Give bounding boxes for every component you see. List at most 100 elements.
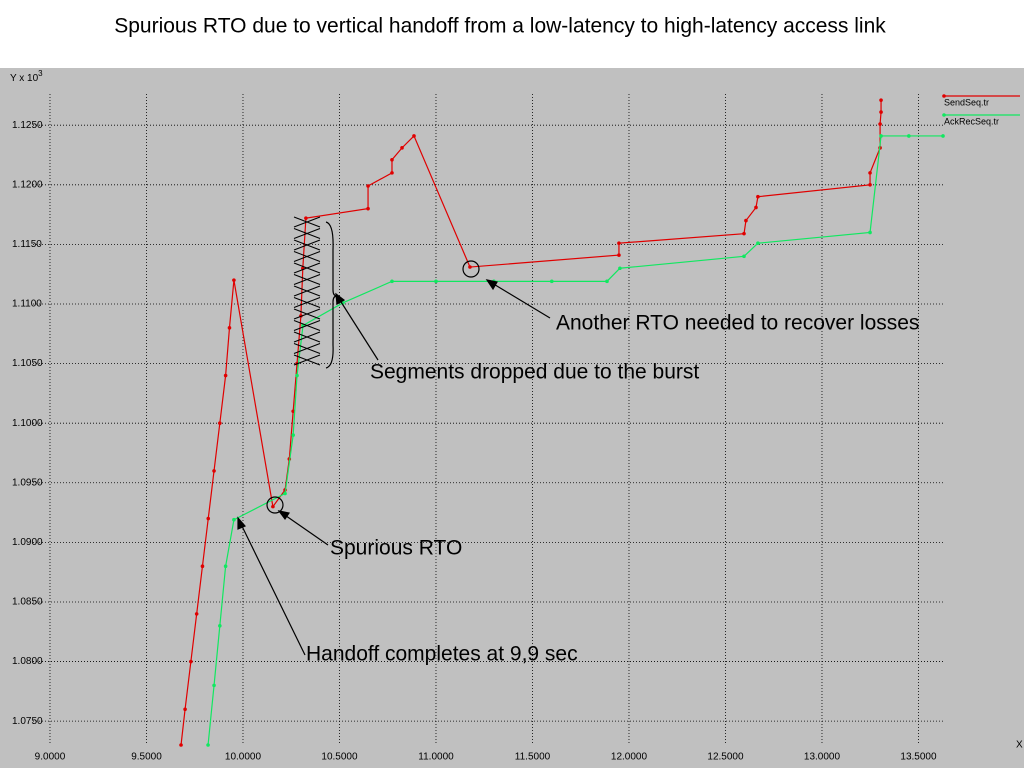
arrow (335, 293, 379, 361)
data-point (212, 683, 216, 688)
drop-x (293, 354, 321, 366)
data-point (400, 146, 404, 150)
x-tick-label: 11.0000 (418, 752, 454, 763)
annotation: Handoff completes at 9,9 sec (306, 643, 578, 666)
data-point (605, 279, 609, 284)
data-point (390, 171, 394, 175)
y-tick-label: 1.0950 (12, 477, 43, 488)
drop-x (293, 274, 321, 285)
arrow (486, 279, 551, 319)
x-axis-label: X (1016, 740, 1023, 751)
data-point (754, 205, 758, 210)
data-point (223, 564, 228, 569)
data-point (742, 254, 746, 259)
x-tick-label: 10.5000 (321, 752, 358, 763)
y-tick-label: 1.0900 (12, 537, 43, 548)
data-point (878, 122, 882, 126)
data-point (744, 218, 748, 223)
data-point (756, 194, 760, 199)
data-point (291, 433, 295, 437)
data-point (200, 564, 205, 569)
data-point (283, 491, 287, 496)
y-tick-label: 1.0750 (12, 716, 43, 727)
arrow (237, 517, 306, 656)
circle-marker (266, 496, 284, 514)
data-point (434, 279, 438, 284)
x-tick-label: 9.5000 (131, 752, 162, 763)
y-tick-label: 1.1200 (12, 179, 43, 190)
drop-x (293, 228, 321, 239)
x-tick-label: 12.5000 (707, 752, 744, 763)
x-tick-label: 13.0000 (804, 752, 841, 763)
data-point (617, 253, 621, 257)
data-point (468, 265, 472, 269)
annotation: Another RTO needed to recover losses (556, 312, 919, 335)
x-tick-label: 11.5000 (515, 752, 551, 763)
data-point (879, 98, 883, 102)
y-tick-label: 1.1250 (12, 120, 43, 131)
data-point (618, 266, 622, 271)
data-point (295, 373, 299, 378)
arrowhead (237, 516, 246, 530)
drop-x (293, 251, 321, 262)
circle-marker (462, 260, 480, 278)
arrowhead (485, 279, 498, 291)
x-tick-label: 10.0000 (225, 752, 262, 763)
data-point (194, 612, 199, 616)
plot-background (0, 68, 1024, 768)
data-point (617, 241, 621, 246)
y-label-base: Y x 10 (10, 73, 39, 84)
grid: 1.0750 1.0800 1.0850 1.0900 1.0950 1.1000 1.10… (12, 94, 943, 763)
data-point (212, 469, 216, 473)
data-point (941, 134, 945, 138)
annotation: Spurious RTO (330, 537, 462, 560)
data-point (868, 183, 872, 187)
y-tick-label: 1.0850 (12, 597, 43, 608)
drop-x (293, 216, 321, 228)
y-tick-label: 1.1000 (12, 418, 43, 429)
data-point (218, 421, 222, 425)
data-point (868, 230, 872, 235)
data-point (907, 134, 911, 138)
drop-marks (293, 216, 321, 366)
marks (179, 98, 945, 747)
annotation-shapes (237, 221, 551, 656)
drop-x (293, 308, 321, 320)
legend: SendSeq.tr AckRecSeq.tr (942, 94, 1020, 126)
legend-label: SendSeq.tr (944, 97, 989, 107)
drop-x (293, 343, 321, 354)
data-point (366, 206, 370, 211)
legend-dot (942, 113, 946, 117)
brace (325, 221, 338, 369)
data-point (868, 171, 872, 175)
drop-x (293, 331, 321, 343)
arrowhead (335, 292, 346, 305)
data-point (390, 157, 394, 162)
annotation: Segments dropped due to the burst (370, 361, 699, 384)
y-tick-label: 1.1100 (12, 299, 42, 310)
data-point (271, 504, 275, 509)
data-point (232, 517, 236, 522)
series-line (207, 135, 943, 746)
arrowhead (277, 510, 290, 521)
data-point (412, 134, 416, 138)
chart-title: Spurious RTO due to vertical handoff fro… (114, 15, 886, 38)
data-point (232, 278, 236, 282)
data-point (183, 707, 187, 712)
drop-x (293, 320, 321, 331)
data-point (879, 110, 883, 114)
data-point (549, 279, 554, 284)
drop-x (293, 239, 321, 251)
drop-x (293, 297, 321, 308)
drop-x (293, 262, 321, 274)
data-point (223, 373, 228, 378)
y-axis-label: Y x 103 (10, 69, 43, 84)
data-point (218, 624, 222, 628)
x-tick-label: 9.0000 (35, 752, 66, 763)
data-point (179, 743, 183, 747)
data-point (756, 241, 760, 246)
drop-x (293, 285, 321, 297)
x-tick-label: 13.5000 (900, 752, 937, 763)
